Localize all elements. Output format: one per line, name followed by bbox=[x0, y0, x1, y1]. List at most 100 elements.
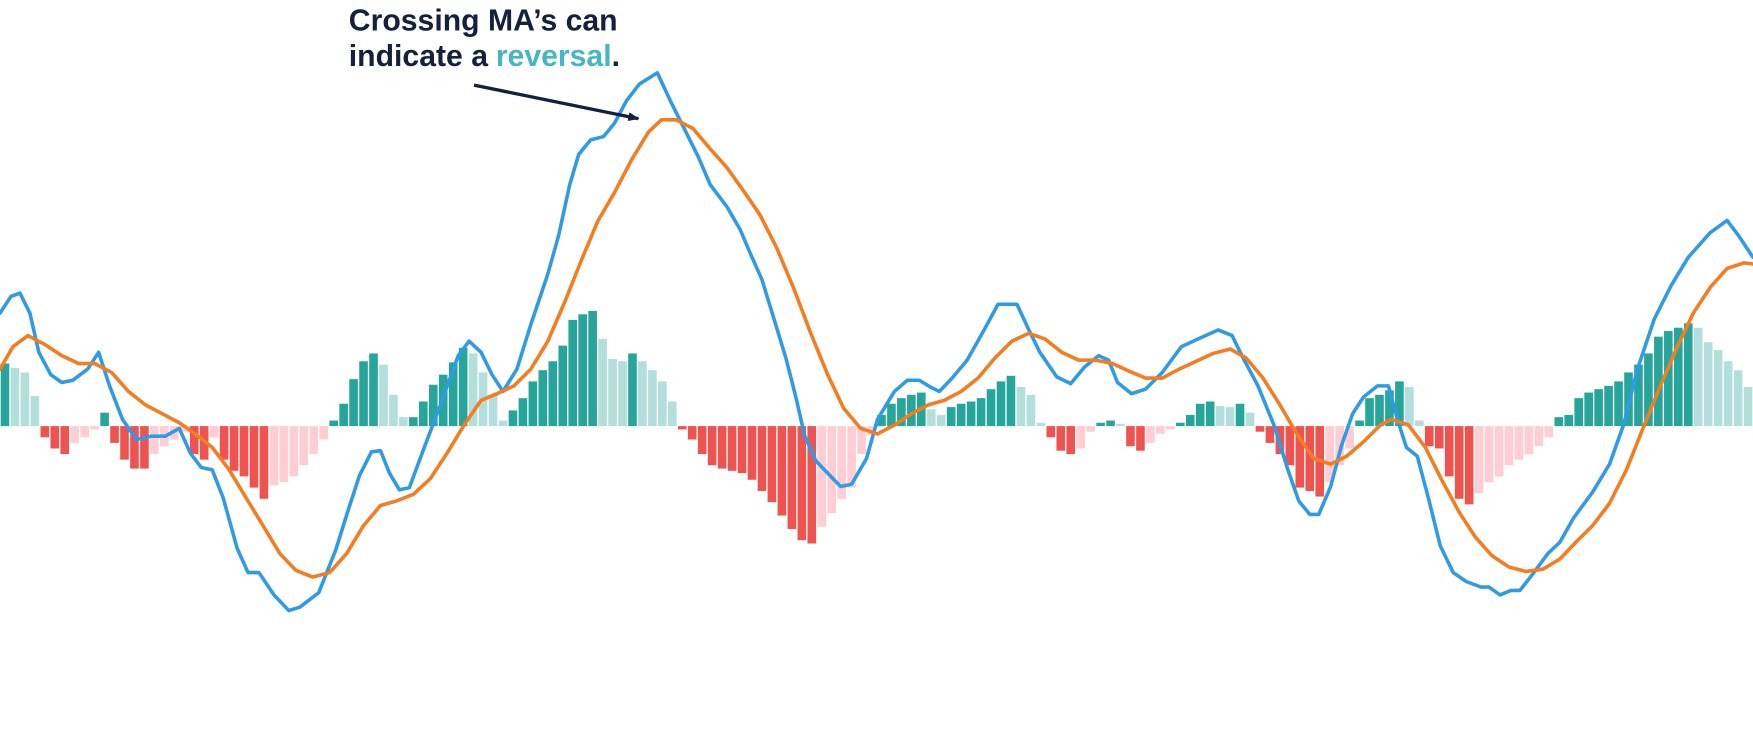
histogram-bar bbox=[379, 364, 388, 427]
histogram-bar bbox=[100, 412, 109, 427]
histogram-bar bbox=[1494, 426, 1504, 477]
histogram-bar bbox=[807, 426, 817, 544]
histogram-bar bbox=[1295, 426, 1305, 488]
histogram-bar bbox=[1126, 426, 1135, 447]
histogram-bar bbox=[1345, 426, 1354, 449]
histogram-bar bbox=[1464, 426, 1474, 505]
histogram-bar bbox=[140, 426, 149, 469]
histogram-bar bbox=[877, 414, 886, 427]
histogram-bar bbox=[339, 403, 348, 427]
histogram-bar bbox=[269, 426, 279, 486]
histogram-bar bbox=[1225, 407, 1235, 427]
histogram-bar bbox=[558, 345, 568, 427]
annotation-text: Crossing MA’s can bbox=[349, 4, 618, 37]
histogram-bar bbox=[1285, 426, 1295, 466]
histogram-bar bbox=[1743, 386, 1753, 427]
histogram-bar bbox=[717, 426, 727, 469]
histogram-bar bbox=[1026, 394, 1036, 427]
histogram-bar bbox=[498, 420, 508, 427]
histogram-bar bbox=[1664, 331, 1673, 427]
histogram-bar bbox=[1215, 405, 1225, 427]
histogram-bar bbox=[1305, 426, 1315, 491]
annotation-arrow bbox=[473, 83, 640, 122]
histogram-bar bbox=[1634, 364, 1643, 427]
histogram-bar bbox=[697, 426, 707, 455]
histogram-bar bbox=[1245, 412, 1255, 427]
histogram-bar bbox=[976, 398, 986, 427]
histogram-bar bbox=[1484, 426, 1494, 483]
annotation-highlight: reversal bbox=[496, 40, 612, 73]
histogram-bar bbox=[966, 401, 976, 427]
histogram-bar bbox=[1056, 426, 1066, 451]
histogram-bar bbox=[30, 395, 40, 427]
histogram-bar bbox=[359, 361, 368, 427]
histogram-bar bbox=[219, 426, 229, 460]
histogram-bar bbox=[747, 426, 757, 480]
ma-line bbox=[0, 71, 1753, 613]
histogram-bar bbox=[70, 426, 80, 443]
histogram-bar bbox=[179, 426, 189, 432]
annotation-text: . bbox=[612, 40, 620, 73]
histogram-bar bbox=[608, 359, 617, 427]
histogram-bar bbox=[1205, 401, 1215, 427]
histogram-bar bbox=[1584, 392, 1593, 427]
histogram-bar bbox=[777, 426, 787, 516]
histogram-bar bbox=[926, 409, 936, 427]
histogram-bar bbox=[946, 407, 956, 427]
annotation-line: Crossing MA’s can bbox=[349, 4, 618, 37]
histogram-bar bbox=[737, 426, 747, 474]
histogram-bar bbox=[1673, 327, 1683, 427]
histogram-bar bbox=[150, 426, 159, 455]
histogram-bar bbox=[1395, 381, 1404, 427]
histogram-bar bbox=[568, 319, 578, 427]
annotation-line: indicate a reversal. bbox=[349, 40, 620, 73]
histogram-bar bbox=[658, 381, 667, 427]
histogram-bar bbox=[548, 361, 558, 427]
histogram-bar bbox=[1046, 426, 1056, 438]
histogram-bar bbox=[897, 398, 906, 427]
histogram-bar bbox=[120, 426, 129, 460]
histogram-bar bbox=[419, 401, 428, 427]
histogram-bar bbox=[1534, 426, 1544, 447]
histogram-bar bbox=[707, 426, 717, 466]
histogram-bar bbox=[1424, 426, 1434, 447]
histogram-bar bbox=[409, 417, 418, 427]
histogram-bar bbox=[1454, 426, 1464, 499]
histogram-bar bbox=[668, 401, 677, 427]
histogram-bar bbox=[767, 426, 777, 503]
histogram-bar bbox=[488, 394, 498, 427]
histogram-bar bbox=[189, 426, 199, 455]
histogram-bar bbox=[1614, 381, 1623, 427]
histogram-bar bbox=[628, 353, 637, 427]
histogram-bar bbox=[797, 426, 807, 541]
histogram-bar bbox=[1654, 336, 1663, 427]
histogram-bar bbox=[1444, 426, 1454, 477]
histogram-bar bbox=[10, 367, 20, 427]
histogram-bar bbox=[677, 426, 687, 430]
histogram-bar bbox=[1644, 353, 1653, 427]
histogram-bar bbox=[1185, 414, 1195, 427]
histogram-bar bbox=[687, 426, 697, 440]
histogram-bar bbox=[329, 420, 338, 427]
histogram-bar bbox=[847, 426, 856, 488]
histogram-bar bbox=[1106, 420, 1115, 427]
ma-line bbox=[0, 117, 1753, 579]
histogram-bar bbox=[827, 426, 836, 514]
histogram-bar bbox=[1365, 398, 1374, 427]
histogram-bar bbox=[279, 426, 289, 483]
histogram-bar bbox=[1514, 426, 1524, 460]
histogram-bar bbox=[727, 426, 737, 471]
histogram-bar bbox=[1235, 403, 1245, 427]
histogram-bar bbox=[1375, 394, 1384, 427]
histogram-bar bbox=[1504, 426, 1514, 466]
histogram-bar bbox=[1265, 426, 1275, 443]
histogram-bar bbox=[1136, 426, 1145, 451]
histogram-bar bbox=[1175, 422, 1185, 427]
histogram-bar bbox=[1554, 417, 1564, 427]
histogram-bar bbox=[1405, 386, 1414, 427]
histogram-bar bbox=[1066, 426, 1076, 455]
histogram-bar bbox=[448, 362, 458, 427]
histogram-bar bbox=[598, 338, 607, 427]
histogram-bar bbox=[1076, 426, 1085, 449]
histogram-bar bbox=[956, 403, 966, 427]
